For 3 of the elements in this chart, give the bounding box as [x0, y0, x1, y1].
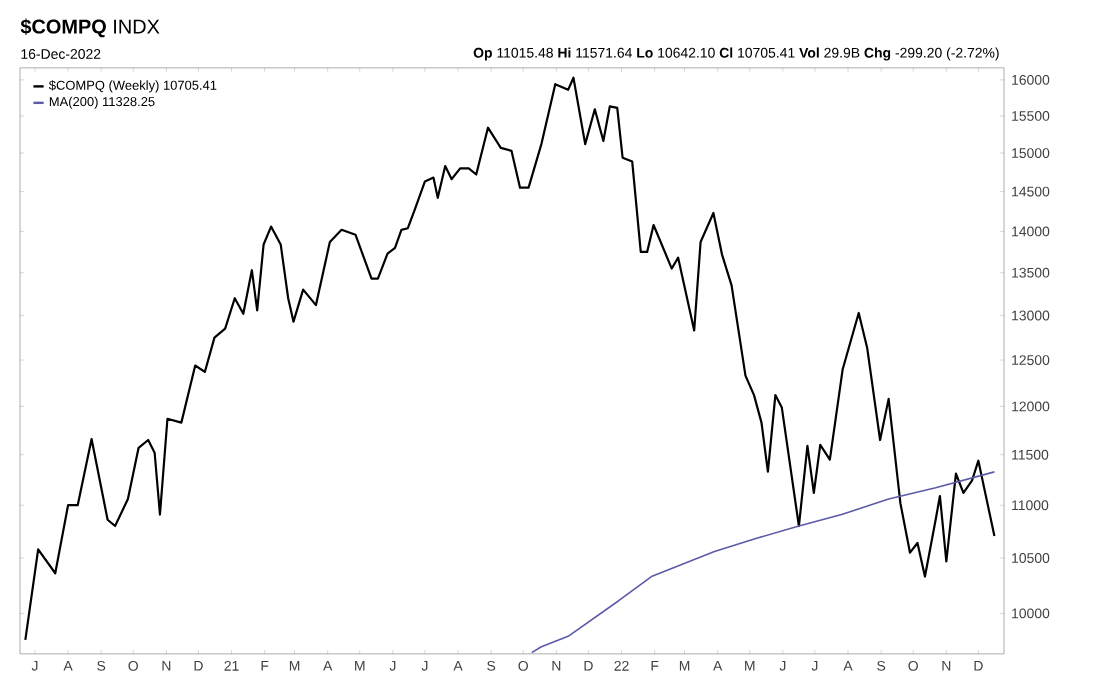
line-series	[24, 76, 996, 641]
chart-title: $COMPQ INDX	[20, 18, 160, 38]
line-series	[530, 471, 996, 654]
